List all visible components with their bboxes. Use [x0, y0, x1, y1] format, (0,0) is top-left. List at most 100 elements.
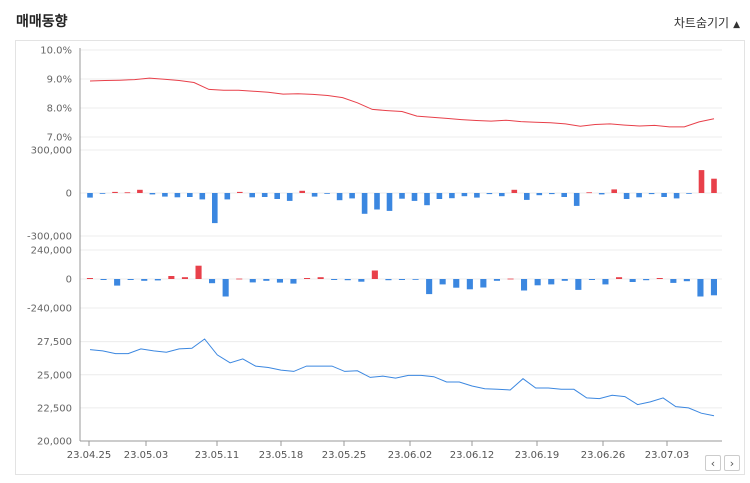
- series-a-bar: [399, 193, 405, 199]
- series-b-bar: [534, 279, 541, 286]
- series-a-bar: [711, 178, 717, 193]
- series-b-bar: [209, 279, 216, 284]
- series-b-bar: [697, 279, 704, 297]
- series-a-bar: [349, 193, 355, 199]
- series-a-bar: [311, 193, 318, 197]
- series-a-bar: [661, 193, 667, 197]
- next-page-button[interactable]: ›: [724, 455, 740, 471]
- series-b-bar: [439, 279, 446, 285]
- series-a-bar: [636, 193, 642, 198]
- series-b-bar: [317, 277, 324, 279]
- panel-title: 매매동향: [16, 14, 68, 30]
- series-a-bar: [611, 189, 617, 193]
- series-b-bar: [466, 279, 473, 290]
- series-b-bar: [168, 276, 175, 279]
- series-b-bar: [575, 279, 582, 290]
- series-a-bar: [224, 193, 231, 200]
- series-b-bar: [643, 279, 650, 281]
- series-a-bar: [174, 193, 181, 198]
- series-a-bar: [573, 193, 580, 206]
- series-b-bar: [493, 279, 500, 281]
- series-a-bar: [536, 193, 543, 196]
- series-a-bar: [549, 193, 555, 195]
- series-a-bar: [199, 193, 206, 200]
- series-b-bar: [222, 279, 229, 297]
- ratio-line: [89, 77, 715, 128]
- series-a-bar: [511, 189, 518, 193]
- series-b-bar: [358, 279, 365, 282]
- series-a-bar: [137, 189, 143, 193]
- series-b-bar: [683, 279, 690, 282]
- y-tick-label: -240,000: [27, 304, 72, 315]
- series-b-bar: [100, 279, 107, 280]
- series-b-bar: [86, 278, 93, 279]
- series-b-bar: [507, 278, 514, 280]
- series-a-bar: [286, 193, 293, 201]
- x-tick-label: 23.04.25: [67, 450, 112, 461]
- series-a-bar: [449, 193, 455, 199]
- series-b-bar: [670, 279, 677, 283]
- series-b-bar: [276, 279, 283, 283]
- series-b-bar: [181, 277, 188, 279]
- series-b-bar: [263, 279, 270, 281]
- series-b-bar: [154, 279, 161, 281]
- series-a-bar: [237, 191, 243, 193]
- series-b-bar: [710, 279, 717, 296]
- series-a-bar: [424, 193, 430, 206]
- y-tick-label: 25,000: [37, 370, 72, 381]
- series-b-bar: [398, 279, 405, 280]
- hide-chart-label: 차트숨기기: [673, 16, 730, 30]
- series-a-bar: [249, 193, 255, 198]
- series-b-bar: [656, 278, 663, 279]
- series-a-bar: [461, 193, 468, 197]
- series-b-bar: [588, 279, 595, 280]
- y-tick-label: 300,000: [31, 146, 72, 157]
- series-b-bar: [141, 279, 148, 281]
- x-tick-label: 23.07.03: [645, 450, 690, 461]
- series-a-bar: [187, 193, 193, 197]
- x-tick-label: 23.05.18: [259, 450, 304, 461]
- series-a-bar: [324, 193, 330, 194]
- series-a-bar: [474, 193, 480, 198]
- series-b-bar: [521, 279, 528, 291]
- y-tick-label: 0: [66, 189, 72, 200]
- y-tick-label: -300,000: [27, 232, 72, 243]
- y-tick-label: 8.0%: [47, 104, 72, 115]
- series-b-bar: [412, 279, 419, 280]
- x-tick-label: 23.05.03: [124, 450, 169, 461]
- series-a-bar: [374, 193, 380, 210]
- series-a-bar: [598, 193, 605, 195]
- series-a-bar: [686, 193, 692, 194]
- hide-chart-toggle[interactable]: 차트숨기기 ▲: [674, 14, 740, 31]
- series-a-bar: [212, 193, 218, 224]
- series-b-bar: [602, 279, 609, 285]
- y-tick-label: 27,500: [37, 337, 72, 348]
- x-tick-label: 23.06.02: [388, 450, 433, 461]
- series-a-bar: [274, 193, 280, 199]
- series-b-bar: [114, 279, 121, 286]
- series-b-bar: [561, 279, 568, 281]
- x-tick-label: 23.06.12: [450, 450, 495, 461]
- series-a-bar: [261, 193, 268, 197]
- series-a-bar: [99, 193, 106, 194]
- series-b-bar: [548, 279, 555, 285]
- price-line: [89, 338, 715, 417]
- series-a-bar: [486, 193, 493, 195]
- series-a-bar: [162, 193, 168, 197]
- series-b-bar: [127, 279, 134, 280]
- chart-frame: [15, 40, 745, 475]
- y-tick-label: 22,500: [37, 403, 72, 414]
- x-tick-label: 23.06.26: [581, 450, 626, 461]
- series-a-bar: [124, 192, 131, 194]
- series-a-bar: [299, 190, 305, 193]
- series-a-bar: [499, 193, 505, 197]
- series-b-bar: [249, 279, 256, 283]
- series-b-bar: [195, 265, 202, 279]
- series-a-bar: [524, 193, 530, 200]
- series-a-bar: [386, 193, 393, 211]
- series-b-bar: [344, 279, 351, 281]
- series-a-bar: [648, 193, 655, 195]
- series-a-bar: [673, 193, 680, 199]
- prev-page-button[interactable]: ‹: [705, 455, 721, 471]
